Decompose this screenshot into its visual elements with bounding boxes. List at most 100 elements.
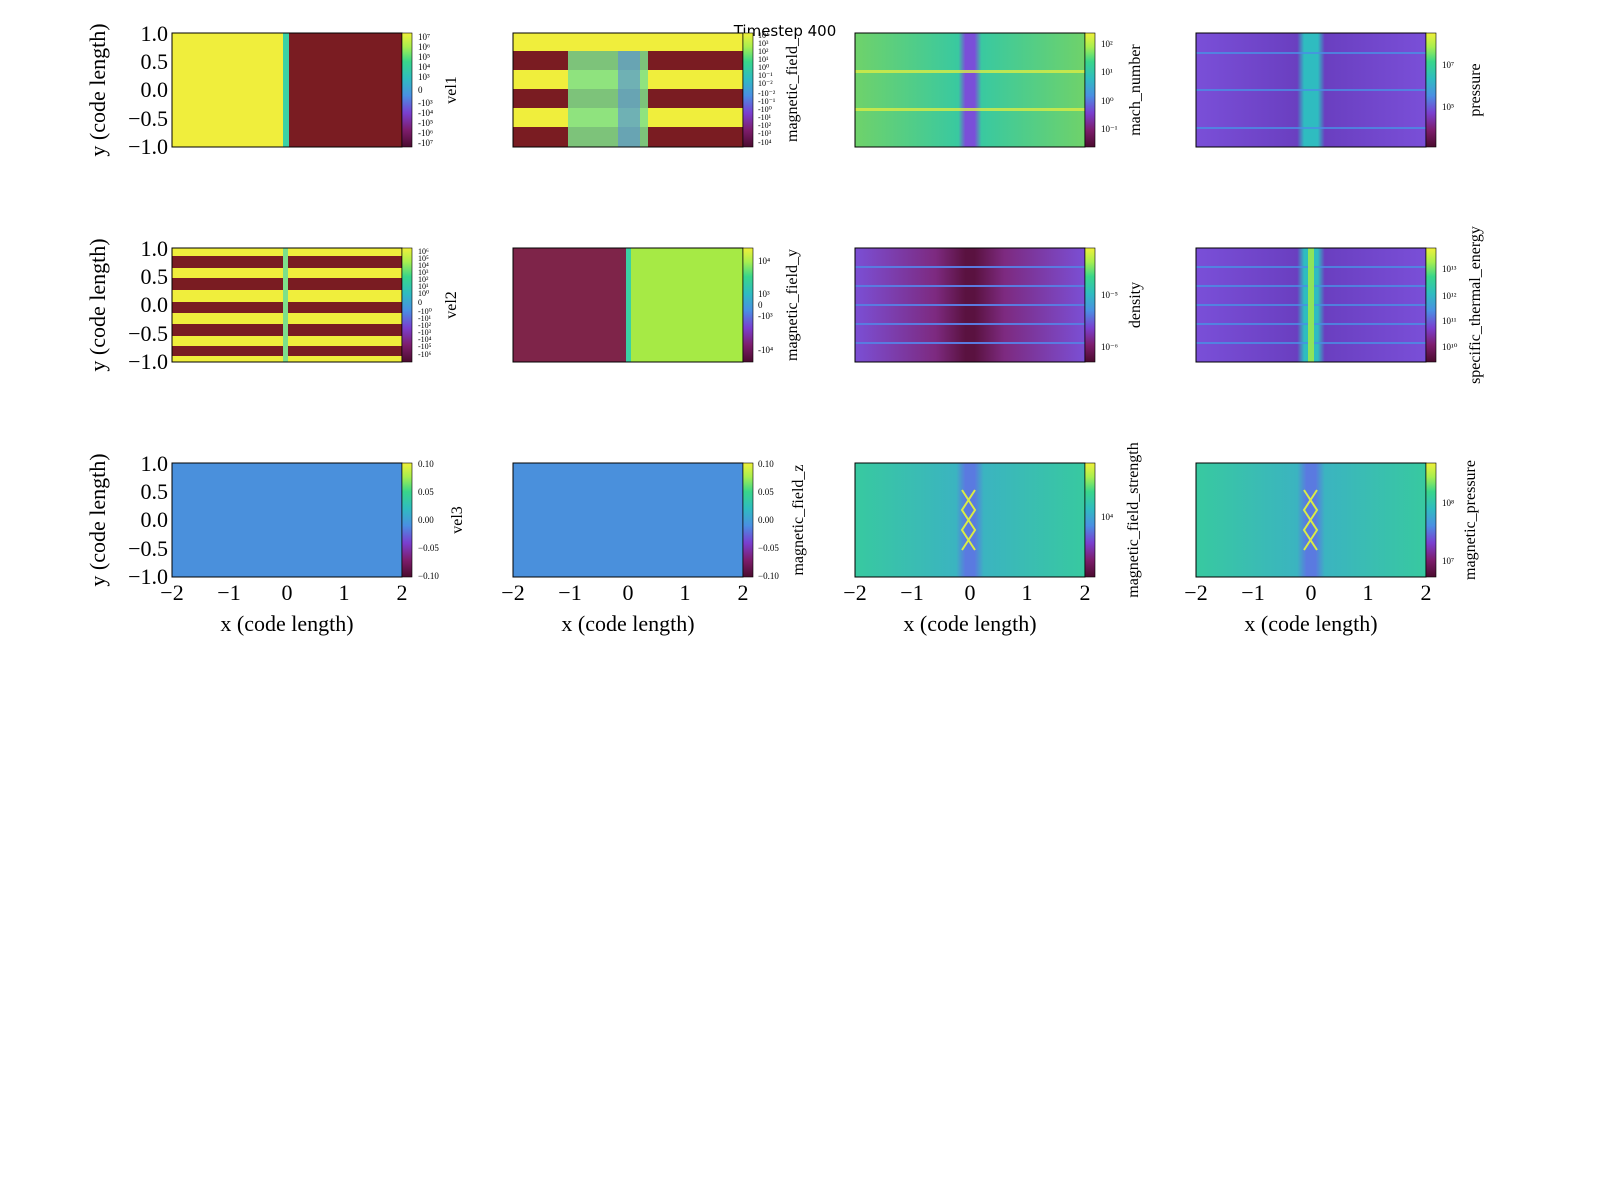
panel-magnetic-field-strength: magnetic_field_strength 10⁴ — [854, 442, 1142, 598]
svg-text:−0.05: −0.05 — [418, 543, 439, 553]
svg-text:0.05: 0.05 — [758, 487, 774, 497]
svg-text:10³: 10³ — [758, 289, 770, 299]
magnetic-pressure-colorbar-ticks: 10⁸ 10⁷ — [1442, 498, 1454, 566]
magnetic-field-strength-colorbar-ticks: 10⁴ — [1101, 512, 1113, 522]
magnetic-field-y-colorbar-label: magnetic_field_y — [784, 249, 801, 361]
svg-text:10⁷: 10⁷ — [1442, 60, 1454, 70]
svg-text:−2: −2 — [160, 580, 183, 605]
svg-text:1.0: 1.0 — [141, 236, 169, 261]
vel3-heatmap — [172, 463, 402, 577]
pressure-colorbar — [1425, 32, 1437, 148]
specific-thermal-energy-colorbar-label: specific_thermal_energy — [1467, 226, 1484, 384]
magnetic-field-x-colorbar — [742, 32, 754, 148]
svg-text:10⁰: 10⁰ — [418, 289, 429, 298]
svg-text:0.00: 0.00 — [758, 515, 774, 525]
svg-text:−1: −1 — [217, 580, 240, 605]
svg-text:-10³: -10³ — [418, 328, 432, 337]
magnetic-field-z-colorbar — [742, 462, 754, 578]
panel-vel1: vel1 10⁷ 10⁶ 10⁵ 10⁴ 10³ 0 -10³ -10⁴ -10… — [171, 32, 460, 148]
pressure-colorbar-ticks: 10⁷ 10⁵ — [1442, 60, 1454, 112]
svg-text:10²: 10² — [758, 47, 769, 56]
vel3-colorbar — [401, 462, 413, 578]
svg-text:0.0: 0.0 — [141, 507, 169, 532]
svg-text:2: 2 — [1080, 580, 1091, 605]
x-axis-label-col-1: x (code length) — [220, 611, 353, 636]
svg-text:10⁻¹: 10⁻¹ — [758, 71, 773, 80]
svg-text:10⁷: 10⁷ — [1442, 556, 1454, 566]
vel1-colorbar-label: vel1 — [443, 76, 460, 104]
y-axis-labels: y (code length) y (code length) y (code … — [85, 23, 110, 586]
panel-vel3: vel3 0.10 0.05 0.00 −0.05 −0.10 — [171, 459, 466, 581]
svg-text:0: 0 — [282, 580, 293, 605]
magnetic-pressure-colorbar-label: magnetic_pressure — [1462, 460, 1479, 580]
svg-text:−0.5: −0.5 — [128, 106, 168, 131]
svg-text:−1: −1 — [900, 580, 923, 605]
y-axis-label-row-1: y (code length) — [85, 23, 110, 156]
svg-text:2: 2 — [397, 580, 408, 605]
svg-text:10⁰: 10⁰ — [1101, 96, 1114, 106]
svg-text:10²: 10² — [418, 275, 429, 284]
svg-text:10⁴: 10⁴ — [758, 31, 769, 40]
svg-text:10¹: 10¹ — [1101, 67, 1113, 77]
svg-text:10³: 10³ — [418, 72, 430, 82]
svg-text:−1.0: −1.0 — [128, 134, 168, 159]
svg-text:10⁴: 10⁴ — [1101, 512, 1113, 522]
magnetic-field-strength-heatmap — [855, 463, 1085, 577]
density-colorbar-ticks: 10⁻⁵ 10⁻⁶ — [1101, 290, 1118, 352]
vel2-colorbar-ticks: 10⁶ 10⁵ 10⁴ 10³ 10² 10¹ 10⁰ 0 -10⁰ -10¹ … — [418, 247, 432, 359]
vel1-heatmap — [172, 33, 402, 147]
x-axis-labels: x (code length) x (code length) x (code … — [220, 611, 1377, 636]
svg-text:1.0: 1.0 — [141, 21, 169, 46]
svg-text:0.0: 0.0 — [141, 77, 169, 102]
density-colorbar-label: density — [1127, 282, 1144, 328]
panel-magnetic-field-x: magnetic_field_ 10⁴ 10³ 10² 10¹ 10⁰ 10⁻¹… — [512, 31, 801, 148]
magnetic-field-x-heatmap — [513, 33, 743, 147]
svg-text:10⁴: 10⁴ — [418, 261, 429, 270]
x-axis-label-col-4: x (code length) — [1244, 611, 1377, 636]
svg-text:-10⁵: -10⁵ — [418, 118, 433, 128]
magnetic-field-y-heatmap — [513, 248, 743, 362]
svg-text:−0.10: −0.10 — [758, 571, 779, 581]
x-axis-label-col-3: x (code length) — [903, 611, 1036, 636]
svg-text:−1: −1 — [1241, 580, 1264, 605]
pressure-colorbar-label: pressure — [1467, 63, 1484, 116]
svg-text:0: 0 — [758, 300, 763, 310]
svg-text:-10¹: -10¹ — [418, 314, 432, 323]
svg-text:-10⁵: -10⁵ — [418, 342, 432, 351]
svg-text:10⁴: 10⁴ — [418, 62, 430, 72]
svg-text:0: 0 — [418, 85, 423, 95]
svg-text:-10²: -10² — [418, 321, 432, 330]
magnetic-field-z-colorbar-ticks: 0.10 0.05 0.00 −0.05 −0.10 — [758, 459, 779, 581]
svg-text:-10⁷: -10⁷ — [418, 138, 433, 148]
magnetic-field-strength-colorbar-label: magnetic_field_strength — [1125, 442, 1142, 598]
svg-text:10⁵: 10⁵ — [1442, 102, 1454, 112]
panel-vel2: vel2 10⁶ 10⁵ 10⁴ 10³ 10² 10¹ 10⁰ 0 -10⁰ … — [171, 247, 460, 363]
magnetic-field-y-colorbar — [742, 247, 754, 363]
mach-number-colorbar-ticks: 10² 10¹ 10⁰ 10⁻¹ — [1101, 39, 1118, 134]
y-axis-label-row-3: y (code length) — [85, 453, 110, 586]
magnetic-field-y-colorbar-ticks: 10⁴ 10³ 0 -10³ -10⁴ — [758, 256, 773, 355]
svg-text:10²: 10² — [1101, 39, 1113, 49]
svg-text:-10⁴: -10⁴ — [418, 335, 432, 344]
svg-text:−0.05: −0.05 — [758, 543, 779, 553]
vel1-colorbar-ticks: 10⁷ 10⁶ 10⁵ 10⁴ 10³ 0 -10³ -10⁴ -10⁵ -10… — [418, 32, 433, 148]
svg-text:−0.5: −0.5 — [128, 536, 168, 561]
svg-text:1: 1 — [680, 580, 691, 605]
svg-text:10³: 10³ — [758, 39, 769, 48]
svg-text:2: 2 — [738, 580, 749, 605]
panel-pressure: pressure 10⁷ 10⁵ — [1195, 32, 1484, 148]
y-tick-labels: 1.0 0.5 0.0 −0.5 −1.0 1.0 0.5 0.0 −0.5 −… — [128, 21, 168, 589]
svg-text:1: 1 — [1022, 580, 1033, 605]
magnetic-field-z-heatmap — [513, 463, 743, 577]
svg-text:0: 0 — [418, 298, 422, 307]
vel2-colorbar-label: vel2 — [443, 291, 460, 319]
magnetic-field-x-colorbar-ticks: 10⁴ 10³ 10² 10¹ 10⁰ 10⁻¹ 10⁻² -10⁻² -10⁻… — [758, 31, 776, 147]
vel1-colorbar — [401, 32, 413, 148]
panel-magnetic-field-z: magnetic_field_z 0.10 0.05 0.00 −0.05 −0… — [512, 459, 807, 581]
vel3-colorbar-label: vel3 — [449, 506, 466, 534]
svg-text:10³: 10³ — [418, 268, 429, 277]
svg-text:-10⁻²: -10⁻² — [758, 89, 776, 98]
svg-text:-10¹: -10¹ — [758, 113, 772, 122]
specific-thermal-energy-heatmap — [1196, 248, 1426, 362]
svg-text:-10⁴: -10⁴ — [418, 108, 433, 118]
